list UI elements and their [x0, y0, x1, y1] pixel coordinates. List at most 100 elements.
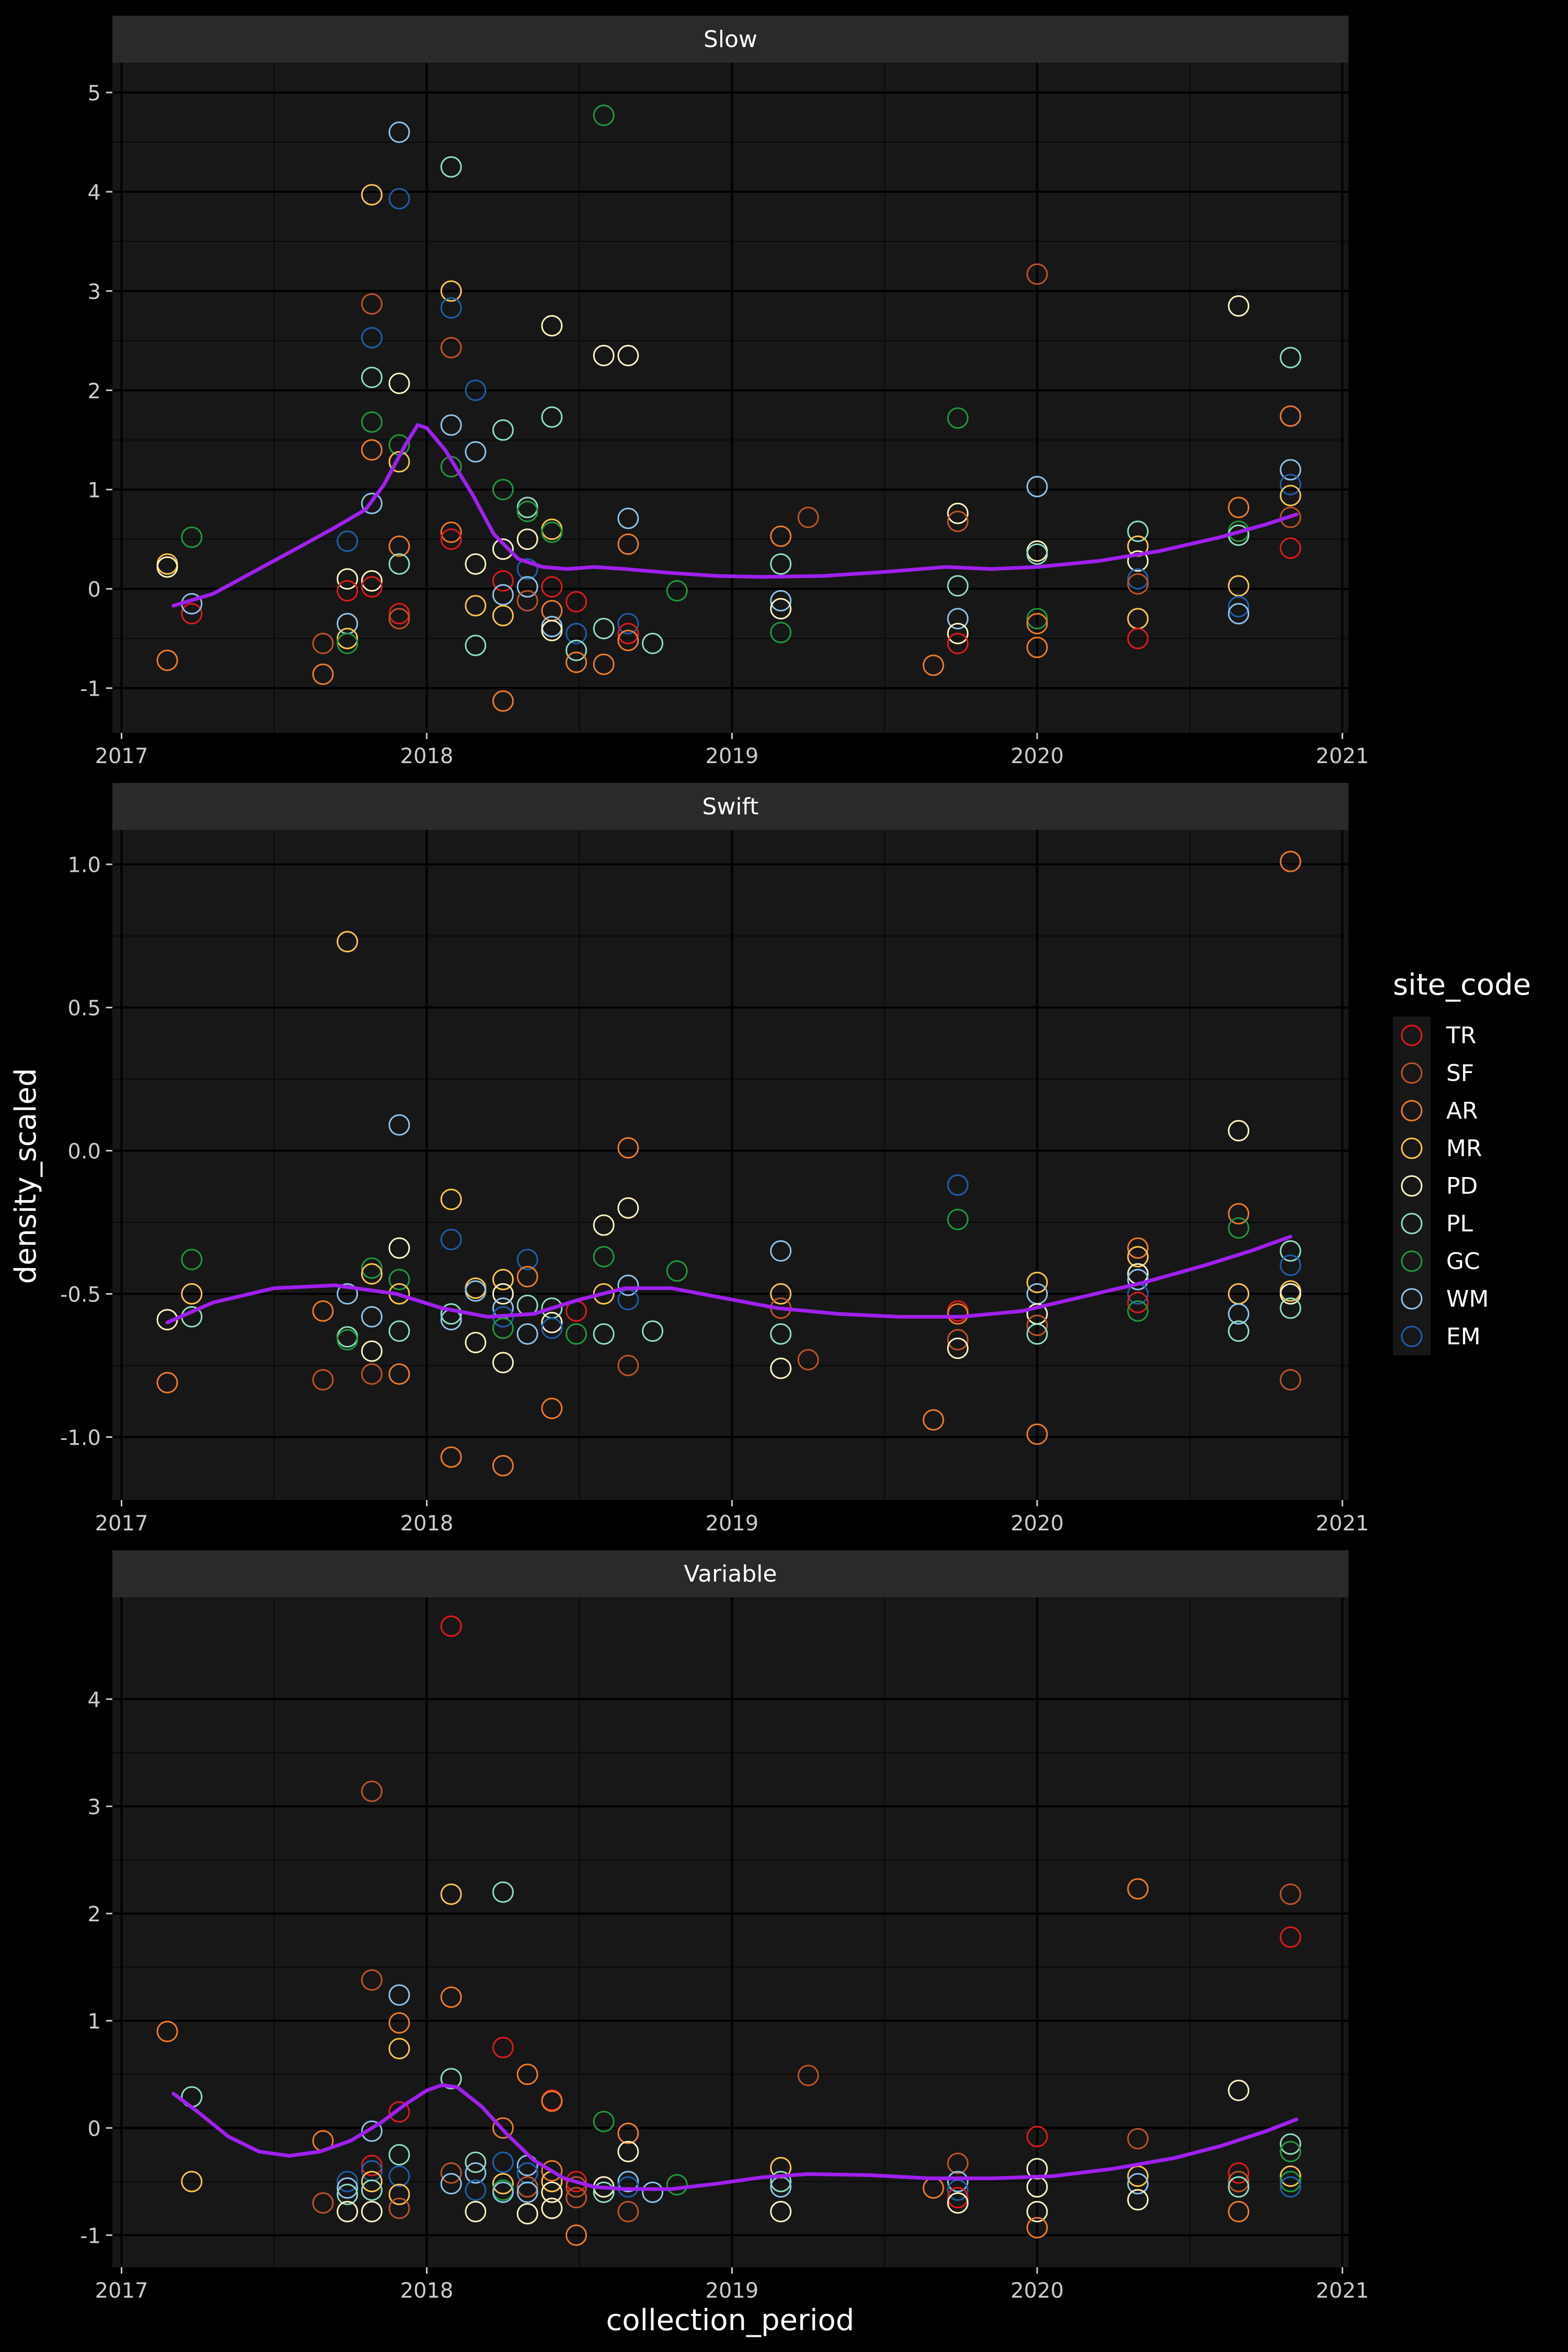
- x-tick-label: 2018: [400, 744, 454, 768]
- data-point-mr: [388, 2038, 410, 2060]
- data-point-gc: [947, 1208, 969, 1230]
- data-point-pd: [337, 2200, 359, 2222]
- data-point-ar: [1026, 613, 1048, 635]
- x-tick-label: 2019: [706, 1512, 759, 1536]
- facet-panel-swift: Swift -1.0 -0.5 0.0 0.5 1.0 2017 2018 2019 2020 20…: [60, 783, 1369, 1536]
- data-point-ar: [1228, 2200, 1250, 2222]
- x-tick-label: 2018: [400, 1512, 454, 1536]
- data-point-em: [617, 613, 639, 635]
- data-point-mr: [361, 2171, 383, 2193]
- data-point-tr: [337, 580, 359, 602]
- data-point-pd: [361, 570, 383, 592]
- data-point-ar: [312, 1300, 334, 1322]
- data-point-gc: [361, 411, 383, 433]
- data-point-sf: [797, 506, 819, 528]
- data-point-wm: [1026, 476, 1048, 498]
- data-point-pl: [1228, 1320, 1250, 1342]
- data-point-mr: [1279, 485, 1301, 506]
- data-point-mr: [440, 280, 462, 302]
- data-point-em: [1127, 568, 1149, 590]
- data-point-em: [516, 558, 538, 580]
- data-point-tr: [617, 622, 639, 644]
- facet-strip-label: Variable: [684, 1561, 777, 1587]
- y-tick-label: 0.5: [67, 997, 101, 1021]
- y-tick-label: 0: [88, 2117, 101, 2141]
- data-point-ar: [566, 2224, 587, 2246]
- data-point-pl: [440, 2068, 462, 2090]
- data-point-gc: [388, 1269, 410, 1290]
- data-point-sf: [1228, 2171, 1250, 2193]
- y-tick-label: 2: [88, 1903, 101, 1927]
- data-point-pl: [1279, 2133, 1301, 2155]
- data-point-wm: [1127, 2173, 1149, 2195]
- legend-label-mr: MR: [1446, 1135, 1482, 1162]
- data-point-pl: [492, 1881, 514, 1903]
- data-point-em: [541, 1317, 563, 1339]
- data-point-em: [337, 530, 359, 552]
- data-point-ar: [388, 2012, 410, 2034]
- data-point-ar: [923, 1409, 944, 1431]
- x-tick-label: 2021: [1316, 2279, 1369, 2303]
- data-point-ar: [617, 629, 639, 651]
- data-point-gc: [361, 1257, 383, 1279]
- data-point-pd: [617, 1197, 639, 1219]
- data-point-mr: [440, 1883, 462, 1905]
- data-point-ar: [566, 651, 587, 673]
- data-point-em: [947, 2179, 969, 2201]
- x-tick-label: 2017: [95, 1512, 148, 1536]
- data-point-sf: [1127, 573, 1149, 595]
- data-points: [156, 850, 1301, 1477]
- data-point-pl: [465, 2151, 487, 2173]
- data-point-tr: [541, 576, 563, 598]
- data-point-em: [1279, 1254, 1301, 1276]
- y-tick-label: 3: [88, 1795, 101, 1819]
- legend-key-sf: [1401, 1062, 1423, 1084]
- data-point-ar: [492, 690, 514, 712]
- data-point-sf: [797, 2065, 819, 2086]
- data-point-em: [440, 1228, 462, 1250]
- data-point-gc: [770, 621, 792, 643]
- data-point-sf: [947, 510, 969, 532]
- data-point-wm: [770, 590, 792, 612]
- data-point-ar: [947, 1303, 969, 1325]
- data-point-mr: [361, 1263, 383, 1285]
- data-point-tr: [1026, 2126, 1048, 2148]
- data-point-ar: [312, 663, 334, 685]
- data-point-pl: [1279, 1240, 1301, 1262]
- data-point-tr: [1127, 1292, 1149, 1313]
- data-point-ar: [492, 2117, 514, 2139]
- data-point-gc: [181, 526, 203, 548]
- data-point-wm: [516, 576, 538, 598]
- data-point-pd: [541, 619, 563, 641]
- data-point-pd: [1279, 1283, 1301, 1305]
- data-point-gc: [181, 1249, 203, 1271]
- data-points: [156, 105, 1301, 712]
- y-tick-label: 1.0: [67, 854, 101, 878]
- data-point-gc: [947, 407, 969, 429]
- data-point-pd: [1127, 2189, 1149, 2211]
- legend-label-tr: TR: [1446, 1022, 1476, 1049]
- smooth-trend-line: [171, 2083, 1299, 2191]
- data-point-mr: [181, 2171, 203, 2193]
- y-tick-label: -1: [80, 677, 101, 701]
- data-point-sf: [617, 1355, 639, 1377]
- data-point-pd: [541, 1311, 563, 1333]
- data-point-ar: [156, 649, 178, 671]
- data-point-pd: [361, 2200, 383, 2222]
- data-point-gc: [1127, 1300, 1149, 1322]
- legend-key-background: [1393, 1017, 1431, 1355]
- legend-label-gc: GC: [1446, 1248, 1480, 1275]
- data-point-ar: [617, 533, 639, 555]
- data-point-pl: [440, 1303, 462, 1325]
- data-point-wm: [516, 2181, 538, 2203]
- data-point-mr: [337, 931, 359, 953]
- data-point-em: [947, 1174, 969, 1196]
- data-point-gc: [593, 1246, 615, 1267]
- legend-entries: TR SF AR MR PD PL GC WM EM: [1393, 1017, 1489, 1355]
- data-point-pl: [1127, 520, 1149, 542]
- data-point-em: [337, 2171, 359, 2193]
- data-point-mr: [770, 1283, 792, 1305]
- data-point-wm: [361, 2120, 383, 2142]
- x-tick-label: 2020: [1010, 744, 1064, 768]
- data-point-pl: [440, 156, 462, 178]
